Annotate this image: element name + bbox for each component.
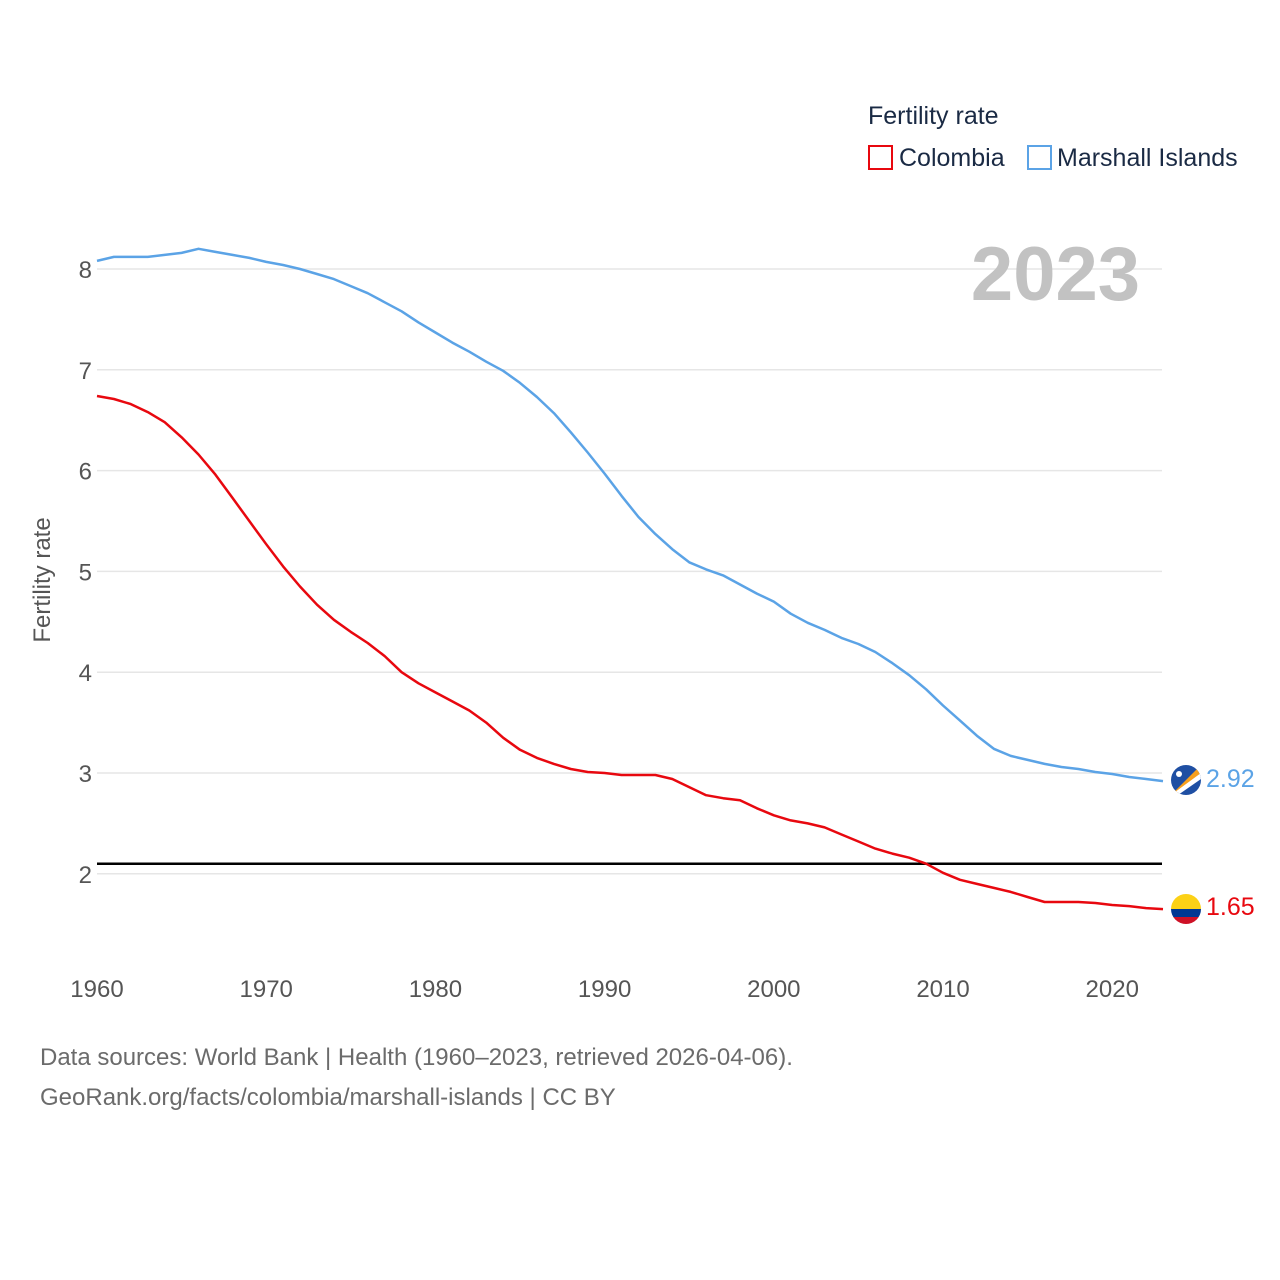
legend-swatch-colombia[interactable] (868, 145, 893, 170)
legend: Fertility rate Colombia Marshall Islands (868, 102, 1238, 172)
marshall-islands-flag-icon (1171, 765, 1201, 795)
y-axis-ticks: 2 3 4 5 6 7 8 (79, 257, 92, 889)
series-line-marshall-islands[interactable] (96, 247, 1164, 783)
y-tick-label: 4 (79, 660, 92, 687)
x-tick-label: 1980 (409, 976, 462, 1003)
end-value-marshall-islands: 2.92 (1206, 765, 1255, 793)
y-tick-label: 7 (79, 358, 92, 385)
series-lines (96, 247, 1164, 911)
y-tick-label: 5 (79, 559, 92, 586)
x-tick-label: 2010 (916, 976, 969, 1003)
y-tick-label: 3 (79, 761, 92, 788)
y-tick-label: 2 (79, 862, 92, 889)
legend-label-colombia[interactable]: Colombia (899, 144, 1005, 172)
x-tick-label: 1970 (240, 976, 293, 1003)
y-tick-label: 6 (79, 459, 92, 486)
x-tick-label: 1990 (578, 976, 631, 1003)
x-tick-label: 1960 (70, 976, 123, 1003)
end-value-colombia: 1.65 (1206, 893, 1255, 921)
x-axis-ticks: 1960 1970 1980 1990 2000 2010 2020 (70, 976, 1139, 1003)
x-tick-label: 2020 (1086, 976, 1139, 1003)
y-axis-label: Fertility rate (29, 517, 56, 642)
series-line-colombia[interactable] (96, 394, 1164, 911)
y-tick-label: 8 (79, 257, 92, 284)
legend-swatch-marshall-islands[interactable] (1027, 145, 1052, 170)
legend-label-marshall-islands[interactable]: Marshall Islands (1057, 144, 1238, 172)
data-source-text: Data sources: World Bank | Health (1960–… (40, 1044, 793, 1071)
legend-title: Fertility rate (868, 102, 999, 130)
attribution-link[interactable]: GeoRank.org/facts/colombia/marshall-isla… (40, 1084, 616, 1111)
grid-lines (97, 268, 1162, 875)
year-label: 2023 (971, 232, 1140, 317)
x-tick-label: 2000 (747, 976, 800, 1003)
colombia-flag-icon (1171, 894, 1201, 924)
